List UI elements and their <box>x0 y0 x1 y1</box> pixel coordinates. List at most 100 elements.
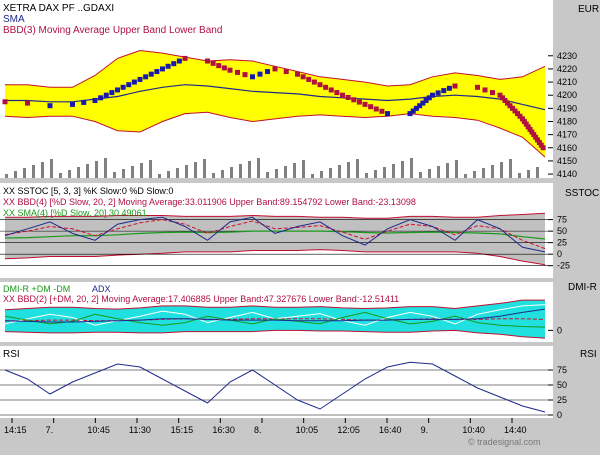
pf-box <box>160 66 165 72</box>
x-tick-label: 11:30 <box>129 425 151 435</box>
x-tick-label: 14:15 <box>4 425 27 435</box>
pf-box <box>148 71 154 77</box>
price-chart: 4140 4150 4160 4170 4180 4190 4200 4210 4220 4230 <box>2 49 577 179</box>
pf-box <box>536 140 542 146</box>
pf-box <box>283 69 289 75</box>
volume-bar <box>158 174 161 178</box>
volume-bar <box>14 171 17 178</box>
pf-box <box>531 132 537 138</box>
pf-box <box>356 99 362 105</box>
x-tick-label: 10:45 <box>87 425 110 435</box>
pf-box <box>109 90 115 96</box>
rsi-label: RSI <box>3 349 20 360</box>
pf-box <box>345 95 351 100</box>
volume-bar <box>446 163 449 178</box>
pf-box <box>81 99 87 105</box>
pf-box <box>2 99 8 105</box>
pf-box <box>527 126 533 132</box>
series-line <box>4 361 546 413</box>
volume-bar <box>437 166 440 178</box>
pf-box <box>525 124 531 130</box>
volume-bar <box>59 173 62 178</box>
pf-box <box>446 85 452 91</box>
volume-bar <box>491 165 494 178</box>
y-tick-label: 4170 <box>557 130 577 140</box>
y-tick-label: 4210 <box>557 77 577 87</box>
volume-bar <box>149 160 152 178</box>
dmi-axis-name: DMI-R <box>568 282 597 293</box>
volume-bar <box>284 166 287 178</box>
pf-box <box>143 74 149 80</box>
volume-bar <box>464 174 467 178</box>
pf-box <box>515 111 520 117</box>
volume-bar <box>248 161 251 178</box>
dmi-label-2: XX BBD(2) [+DM, 20, 2] Moving Average:17… <box>3 294 399 304</box>
y-tick-label: 4200 <box>557 90 577 100</box>
y-tick-label: 75 <box>557 215 567 225</box>
pf-box <box>250 74 255 80</box>
pf-box <box>420 100 426 106</box>
pf-box <box>535 137 540 143</box>
volume-bar <box>167 171 170 178</box>
pf-box <box>235 69 240 75</box>
y-tick-label: 0 <box>557 249 562 259</box>
upper-band-line <box>5 49 546 88</box>
pf-box <box>171 61 177 67</box>
pf-box <box>120 84 126 90</box>
price-axis-unit: EUR <box>578 4 599 15</box>
volume-bar <box>347 162 350 178</box>
watermark: © tradesignal.com <box>468 437 541 447</box>
volume-bar <box>230 167 233 178</box>
pf-box <box>103 92 109 98</box>
x-tick-label: 12:05 <box>337 425 360 435</box>
pf-box <box>272 66 278 72</box>
volume-bar <box>266 172 269 178</box>
pf-box <box>340 92 345 98</box>
pf-box <box>227 67 233 73</box>
pf-box <box>362 101 368 107</box>
y-tick-label: 4160 <box>557 143 577 153</box>
volume-bar <box>455 160 458 178</box>
pf-box <box>423 97 429 103</box>
x-tick-label: 8. <box>254 425 262 435</box>
volume-bar <box>509 159 512 178</box>
pf-box <box>379 108 385 114</box>
volume-bar <box>221 170 224 178</box>
volume-bar <box>104 158 107 178</box>
volume-bar <box>518 173 521 178</box>
pf-box <box>407 111 413 117</box>
volume-bar <box>320 171 323 178</box>
pf-box <box>520 116 525 122</box>
volume-bar <box>536 167 539 178</box>
dmi-label-1: DMI-R +DM -DM <box>3 284 70 294</box>
volume-bar <box>428 169 431 178</box>
pf-box <box>373 106 379 112</box>
sma-label: SMA <box>3 14 25 25</box>
pf-box <box>410 108 416 114</box>
volume-bar <box>185 165 188 178</box>
x-tick-label: 10:40 <box>462 425 485 435</box>
pf-box <box>521 118 527 124</box>
pf-box <box>490 90 495 96</box>
pf-box <box>242 72 248 78</box>
volume-bar <box>329 168 332 178</box>
pf-box <box>295 71 300 77</box>
volume-bar <box>311 174 314 178</box>
series-line <box>4 311 546 328</box>
volume-bar <box>194 162 197 178</box>
y-tick-label: 4150 <box>557 156 577 166</box>
dmi-label-adx: ADX <box>92 284 111 294</box>
y-tick-label: 4190 <box>557 103 577 113</box>
x-tick-label: 14:40 <box>504 425 527 435</box>
pf-box <box>265 69 270 75</box>
volume-bar <box>410 158 413 178</box>
pf-box <box>482 87 488 93</box>
pf-box <box>25 100 30 106</box>
pf-box <box>98 95 104 101</box>
pf-box <box>182 55 188 61</box>
pf-box <box>165 63 171 69</box>
volume-bar <box>419 172 422 178</box>
pf-box <box>205 58 210 64</box>
x-tick-label: 10:05 <box>296 425 319 435</box>
y-tick-label: 25 <box>557 395 567 405</box>
